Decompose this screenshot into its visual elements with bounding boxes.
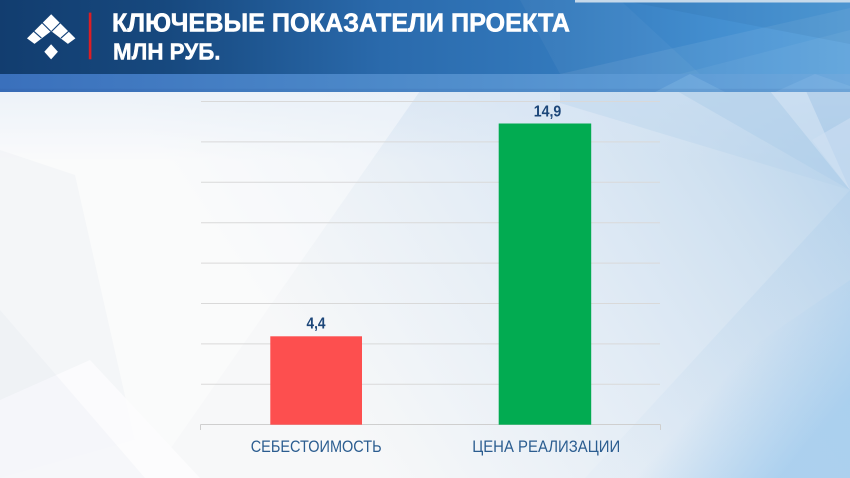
svg-text:4,4: 4,4 xyxy=(307,315,326,332)
svg-text:МЛН РУБ.: МЛН РУБ. xyxy=(113,38,221,64)
svg-text:КЛЮЧЕВЫЕ ПОКАЗАТЕЛИ ПРОЕКТА: КЛЮЧЕВЫЕ ПОКАЗАТЕЛИ ПРОЕКТА xyxy=(112,10,570,38)
svg-text:14,9: 14,9 xyxy=(534,103,562,120)
svg-text:СЕБЕСТОИМОСТЬ: СЕБЕСТОИМОСТЬ xyxy=(251,437,382,456)
svg-text:ЦЕНА РЕАЛИЗАЦИИ: ЦЕНА РЕАЛИЗАЦИИ xyxy=(472,437,620,456)
